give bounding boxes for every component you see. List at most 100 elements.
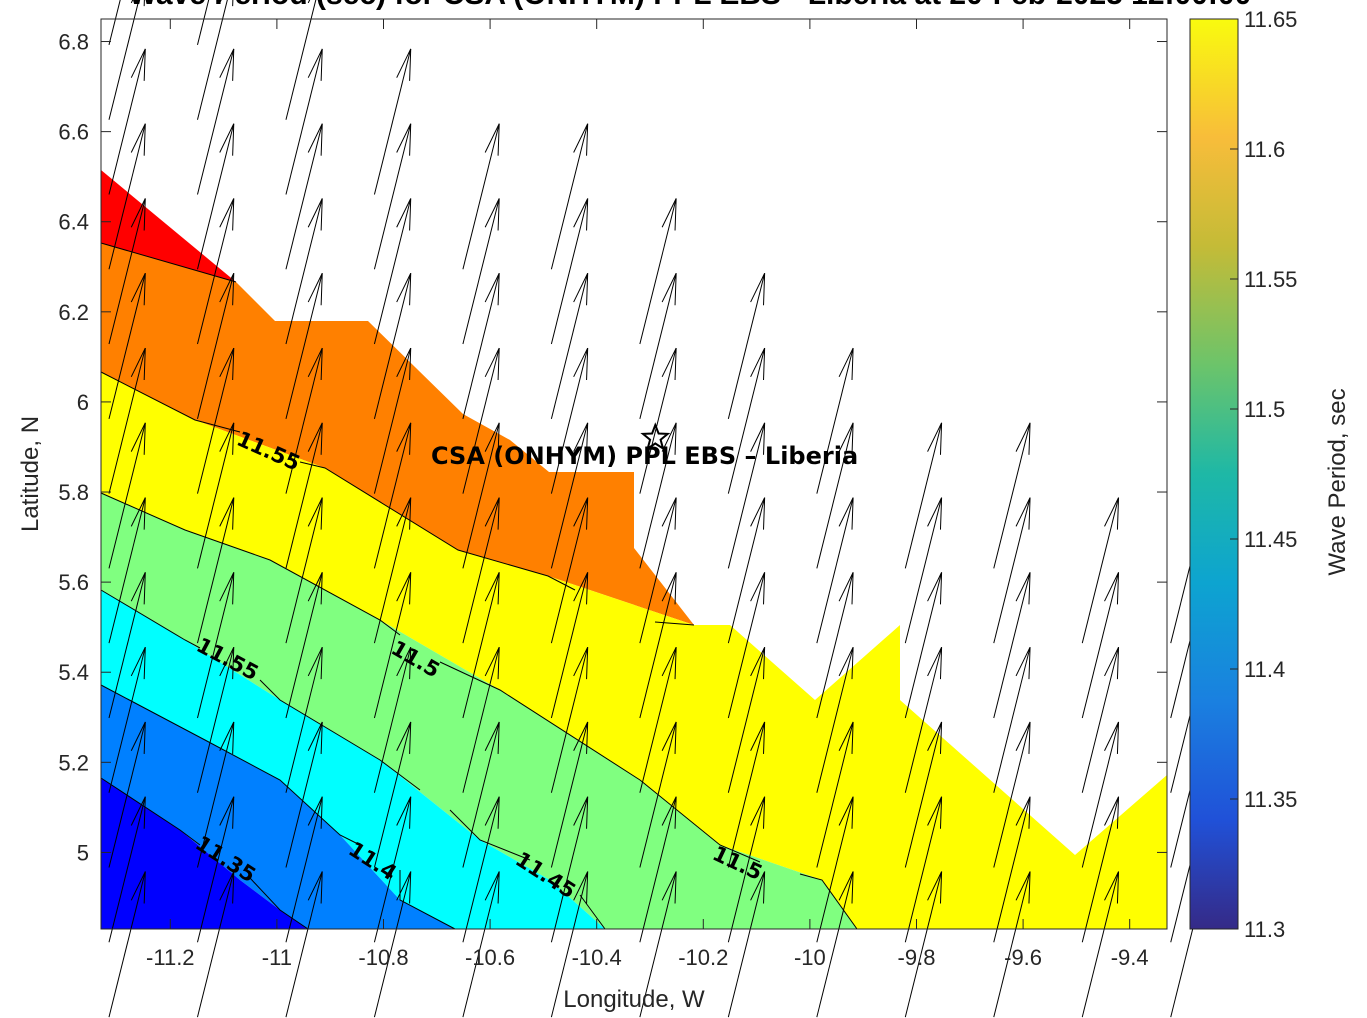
wave-arrow bbox=[727, 646, 766, 793]
wave-arrow-head bbox=[1015, 572, 1031, 605]
contour-line bbox=[100, 371, 241, 433]
wave-arrow bbox=[727, 497, 766, 644]
wave-arrow-shaft bbox=[108, 0, 121, 46]
colorbar-tick-label: 11.45 bbox=[1244, 527, 1297, 552]
wave-arrow bbox=[462, 273, 500, 419]
wave-arrow-shaft bbox=[550, 572, 589, 719]
colorbar-label: Wave Period, sec bbox=[1324, 388, 1351, 575]
wave-arrow bbox=[727, 721, 766, 868]
wave-arrow-head bbox=[750, 422, 766, 455]
wave-arrow-shaft bbox=[727, 871, 766, 1018]
wave-arrow-shaft bbox=[727, 273, 766, 419]
x-tick-label: -10.2 bbox=[678, 945, 728, 970]
wave-arrow-shaft bbox=[462, 647, 500, 793]
wave-arrow-shaft bbox=[462, 871, 500, 1018]
wave-arrow bbox=[639, 347, 677, 494]
wave-arrow bbox=[816, 721, 854, 868]
wave-arrow bbox=[285, 796, 323, 943]
wave-arrow-shaft bbox=[550, 497, 589, 644]
wave-arrow bbox=[816, 646, 854, 793]
wave-arrow bbox=[1081, 871, 1120, 1018]
wave-arrow-head bbox=[1015, 646, 1031, 680]
wave-arrow-shaft bbox=[727, 721, 766, 868]
contour-lines bbox=[100, 242, 858, 930]
wave-arrow-shaft bbox=[196, 198, 235, 345]
colorbar-tick-label: 11.55 bbox=[1244, 267, 1297, 292]
wave-arrow-head bbox=[838, 347, 854, 381]
wave-arrow-shaft bbox=[639, 871, 677, 1018]
wave-arrow bbox=[108, 721, 146, 868]
star-icon bbox=[640, 422, 671, 451]
wave-arrow-shaft bbox=[373, 347, 412, 494]
wave-arrow-shaft bbox=[1081, 721, 1120, 868]
wave-arrow-shaft bbox=[462, 497, 500, 644]
y-tick-label: 5.8 bbox=[58, 480, 89, 505]
wave-arrow-head bbox=[396, 347, 412, 381]
x-axis-label: Longitude, W bbox=[563, 986, 705, 1013]
wave-arrow bbox=[373, 796, 412, 943]
wave-arrow-head bbox=[396, 123, 412, 156]
wave-arrow bbox=[462, 422, 500, 569]
wave-arrow-head bbox=[219, 198, 235, 231]
wave-arrow-shaft bbox=[550, 198, 589, 345]
wave-arrow-shaft bbox=[373, 422, 412, 569]
wave-arrow bbox=[108, 123, 146, 270]
wave-arrow bbox=[550, 347, 589, 494]
wave-arrow-shaft bbox=[639, 647, 677, 793]
wave-arrow-shaft bbox=[816, 347, 854, 494]
wave-arrow-head bbox=[219, 572, 235, 605]
wave-arrow bbox=[285, 721, 323, 868]
wave-arrow-shaft bbox=[196, 347, 235, 494]
wave-arrow-shaft bbox=[993, 572, 1031, 719]
wave-arrow-shaft bbox=[462, 198, 500, 345]
wave-arrow-shaft bbox=[373, 871, 412, 1018]
wave-arrow-shaft bbox=[1081, 796, 1120, 943]
contour-band bbox=[101, 372, 1167, 929]
contour-band bbox=[101, 493, 857, 929]
wave-arrow bbox=[108, 871, 146, 1018]
wave-arrow bbox=[108, 422, 146, 569]
wave-arrow-head bbox=[750, 347, 766, 381]
wave-arrow-head bbox=[1104, 871, 1120, 904]
contour-line bbox=[299, 461, 576, 591]
contour-line bbox=[449, 809, 531, 861]
wave-arrow bbox=[639, 422, 677, 569]
wave-arrow bbox=[550, 273, 589, 419]
wave-arrow-shaft bbox=[904, 871, 943, 1018]
wave-arrow-head bbox=[219, 422, 235, 455]
colorbar: 11.3 11.35 11.4 11.45 11.5 11.55 11.6 11.65 Wav… bbox=[1189, 7, 1351, 942]
wave-arrow-head bbox=[750, 497, 766, 530]
contour-line bbox=[654, 621, 695, 626]
wave-arrow-shaft bbox=[196, 0, 210, 46]
wave-arrow-shaft bbox=[993, 871, 1031, 1018]
y-tick-label: 6 bbox=[77, 390, 89, 415]
x-tick-label: -10.8 bbox=[358, 945, 408, 970]
wave-arrow-shaft bbox=[285, 48, 323, 195]
wave-arrow-head bbox=[838, 871, 854, 904]
colorbar-tick-label: 11.3 bbox=[1244, 917, 1285, 942]
wave-arrow-shaft bbox=[373, 796, 412, 943]
wave-arrow-head bbox=[396, 796, 412, 829]
wave-arrow bbox=[196, 572, 235, 719]
wave-arrow bbox=[285, 572, 323, 719]
wave-arrow-shaft bbox=[108, 497, 146, 644]
wave-arrow-shaft bbox=[1081, 647, 1120, 793]
y-tick-label: 6.8 bbox=[58, 30, 89, 55]
wave-arrow bbox=[993, 497, 1031, 644]
wave-arrow-head bbox=[307, 123, 323, 156]
wave-arrow-shaft bbox=[904, 721, 943, 868]
colorbar-tick-label: 11.5 bbox=[1244, 397, 1285, 422]
wave-arrow-shaft bbox=[550, 796, 589, 943]
wave-arrow-head bbox=[307, 572, 323, 605]
wave-arrow-head bbox=[1015, 721, 1031, 754]
wave-arrow bbox=[639, 273, 677, 419]
wave-arrow-shaft bbox=[639, 347, 677, 494]
wave-arrow bbox=[816, 796, 854, 943]
wave-arrow-shaft bbox=[639, 572, 677, 719]
wave-arrow-head bbox=[219, 273, 235, 306]
wave-arrow-shaft bbox=[196, 497, 235, 644]
wave-arrow bbox=[108, 198, 146, 345]
wave-arrow-head bbox=[484, 871, 500, 904]
wave-arrow-head bbox=[130, 497, 146, 530]
